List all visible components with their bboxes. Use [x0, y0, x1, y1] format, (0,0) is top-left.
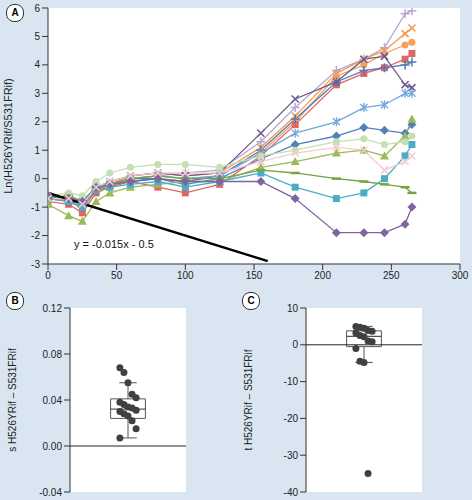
- svg-text:t H526YRif – S531FRif: t H526YRif – S531FRif: [243, 349, 254, 450]
- svg-text:0: 0: [45, 270, 51, 281]
- html-text:A: A: [11, 7, 19, 18]
- svg-text:10: 10: [287, 303, 299, 314]
- svg-text:3: 3: [34, 88, 40, 99]
- svg-text:0.00: 0.00: [43, 441, 63, 452]
- svg-text:0.08: 0.08: [43, 349, 63, 360]
- svg-text:0.04: 0.04: [43, 395, 63, 406]
- svg-text:150: 150: [246, 270, 263, 281]
- svg-text:-3: -3: [31, 259, 40, 270]
- svg-text:-40: -40: [284, 487, 299, 498]
- svg-text:-30: -30: [284, 450, 299, 461]
- svg-text:-20: -20: [284, 413, 299, 424]
- svg-text:s H526YRif – S531FRif: s H526YRif – S531FRif: [8, 348, 18, 452]
- svg-text:-10: -10: [284, 376, 299, 387]
- svg-text:300: 300: [452, 270, 464, 281]
- svg-text:5: 5: [34, 31, 40, 42]
- svg-text:6: 6: [34, 3, 40, 14]
- svg-text:100: 100: [177, 270, 194, 281]
- html-text:y = -0.015x - 0.5: y = -0.015x - 0.5: [74, 238, 154, 250]
- svg-text:-0.04: -0.04: [39, 487, 62, 498]
- svg-text:-1: -1: [31, 202, 40, 213]
- svg-text:0: 0: [34, 173, 40, 184]
- html-text:B: B: [11, 295, 19, 306]
- svg-text:0: 0: [292, 339, 298, 350]
- svg-text:200: 200: [314, 270, 331, 281]
- svg-text:Ln(H526YRif/S531FRif): Ln(H526YRif/S531FRif): [8, 78, 14, 194]
- svg-text:50: 50: [111, 270, 123, 281]
- svg-text:1: 1: [34, 145, 40, 156]
- html-text:C: C: [247, 295, 255, 306]
- svg-text:4: 4: [34, 59, 40, 70]
- svg-text:2: 2: [34, 116, 40, 127]
- svg-text:250: 250: [383, 270, 400, 281]
- svg-text:-2: -2: [31, 230, 40, 241]
- svg-text:0.12: 0.12: [43, 303, 63, 314]
